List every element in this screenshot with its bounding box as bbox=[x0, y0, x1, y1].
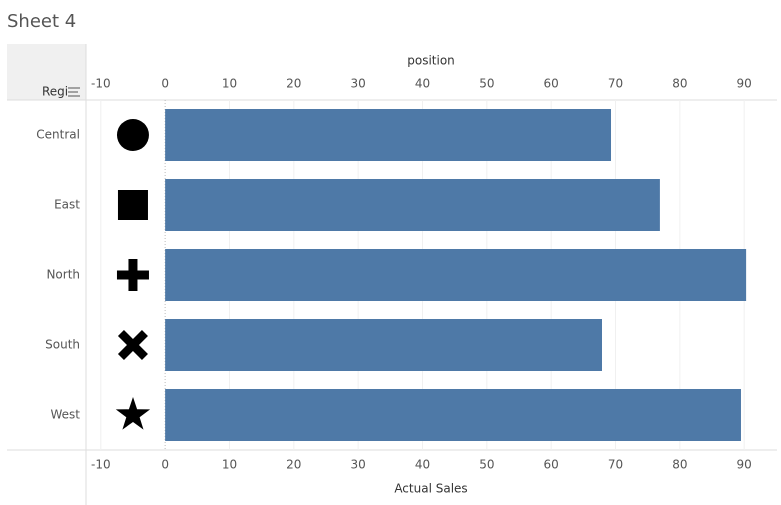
x-tick-label: 70 bbox=[608, 458, 623, 472]
row-header: Regi bbox=[42, 85, 68, 99]
x-tick-label: 40 bbox=[415, 458, 430, 472]
shape-marker bbox=[116, 259, 149, 291]
top-tick-label: 0 bbox=[161, 77, 169, 91]
bar bbox=[165, 319, 602, 371]
bar bbox=[165, 109, 612, 161]
y-tick-label: West bbox=[50, 408, 80, 422]
x-tick-label: 90 bbox=[737, 458, 752, 472]
bar bbox=[165, 179, 660, 231]
y-tick-label: South bbox=[45, 338, 80, 352]
header-cell bbox=[7, 44, 86, 100]
bar bbox=[165, 389, 741, 441]
top-tick-label: -10 bbox=[91, 77, 111, 91]
shape-marker bbox=[117, 190, 148, 220]
chart-title: Sheet 4 bbox=[7, 11, 76, 32]
x-tick-label: 60 bbox=[544, 458, 559, 472]
top-tick-label: 30 bbox=[351, 77, 366, 91]
y-tick-label: Central bbox=[36, 128, 80, 142]
x-tick-label: 30 bbox=[351, 458, 366, 472]
y-tick-label: North bbox=[46, 268, 80, 282]
bar bbox=[165, 249, 747, 301]
x-tick-label: -10 bbox=[91, 458, 111, 472]
shape-marker bbox=[115, 397, 151, 430]
top-tick-label: 40 bbox=[415, 77, 430, 91]
top-axis-title: position bbox=[407, 54, 455, 68]
top-tick-label: 80 bbox=[672, 77, 687, 91]
x-tick-label: 20 bbox=[286, 458, 301, 472]
sort-icon[interactable] bbox=[68, 87, 80, 97]
shape-marker bbox=[116, 119, 149, 151]
x-axis-title: Actual Sales bbox=[394, 482, 467, 496]
x-tick-label: 0 bbox=[161, 458, 169, 472]
x-tick-label: 50 bbox=[479, 458, 494, 472]
top-tick-label: 70 bbox=[608, 77, 623, 91]
top-tick-label: 90 bbox=[737, 77, 752, 91]
top-tick-label: 20 bbox=[286, 77, 301, 91]
x-tick-label: 80 bbox=[672, 458, 687, 472]
shape-marker bbox=[117, 330, 148, 360]
x-tick-label: 10 bbox=[222, 458, 237, 472]
top-tick-label: 50 bbox=[479, 77, 494, 91]
top-tick-label: 60 bbox=[544, 77, 559, 91]
top-tick-label: 10 bbox=[222, 77, 237, 91]
y-tick-label: East bbox=[54, 198, 80, 212]
